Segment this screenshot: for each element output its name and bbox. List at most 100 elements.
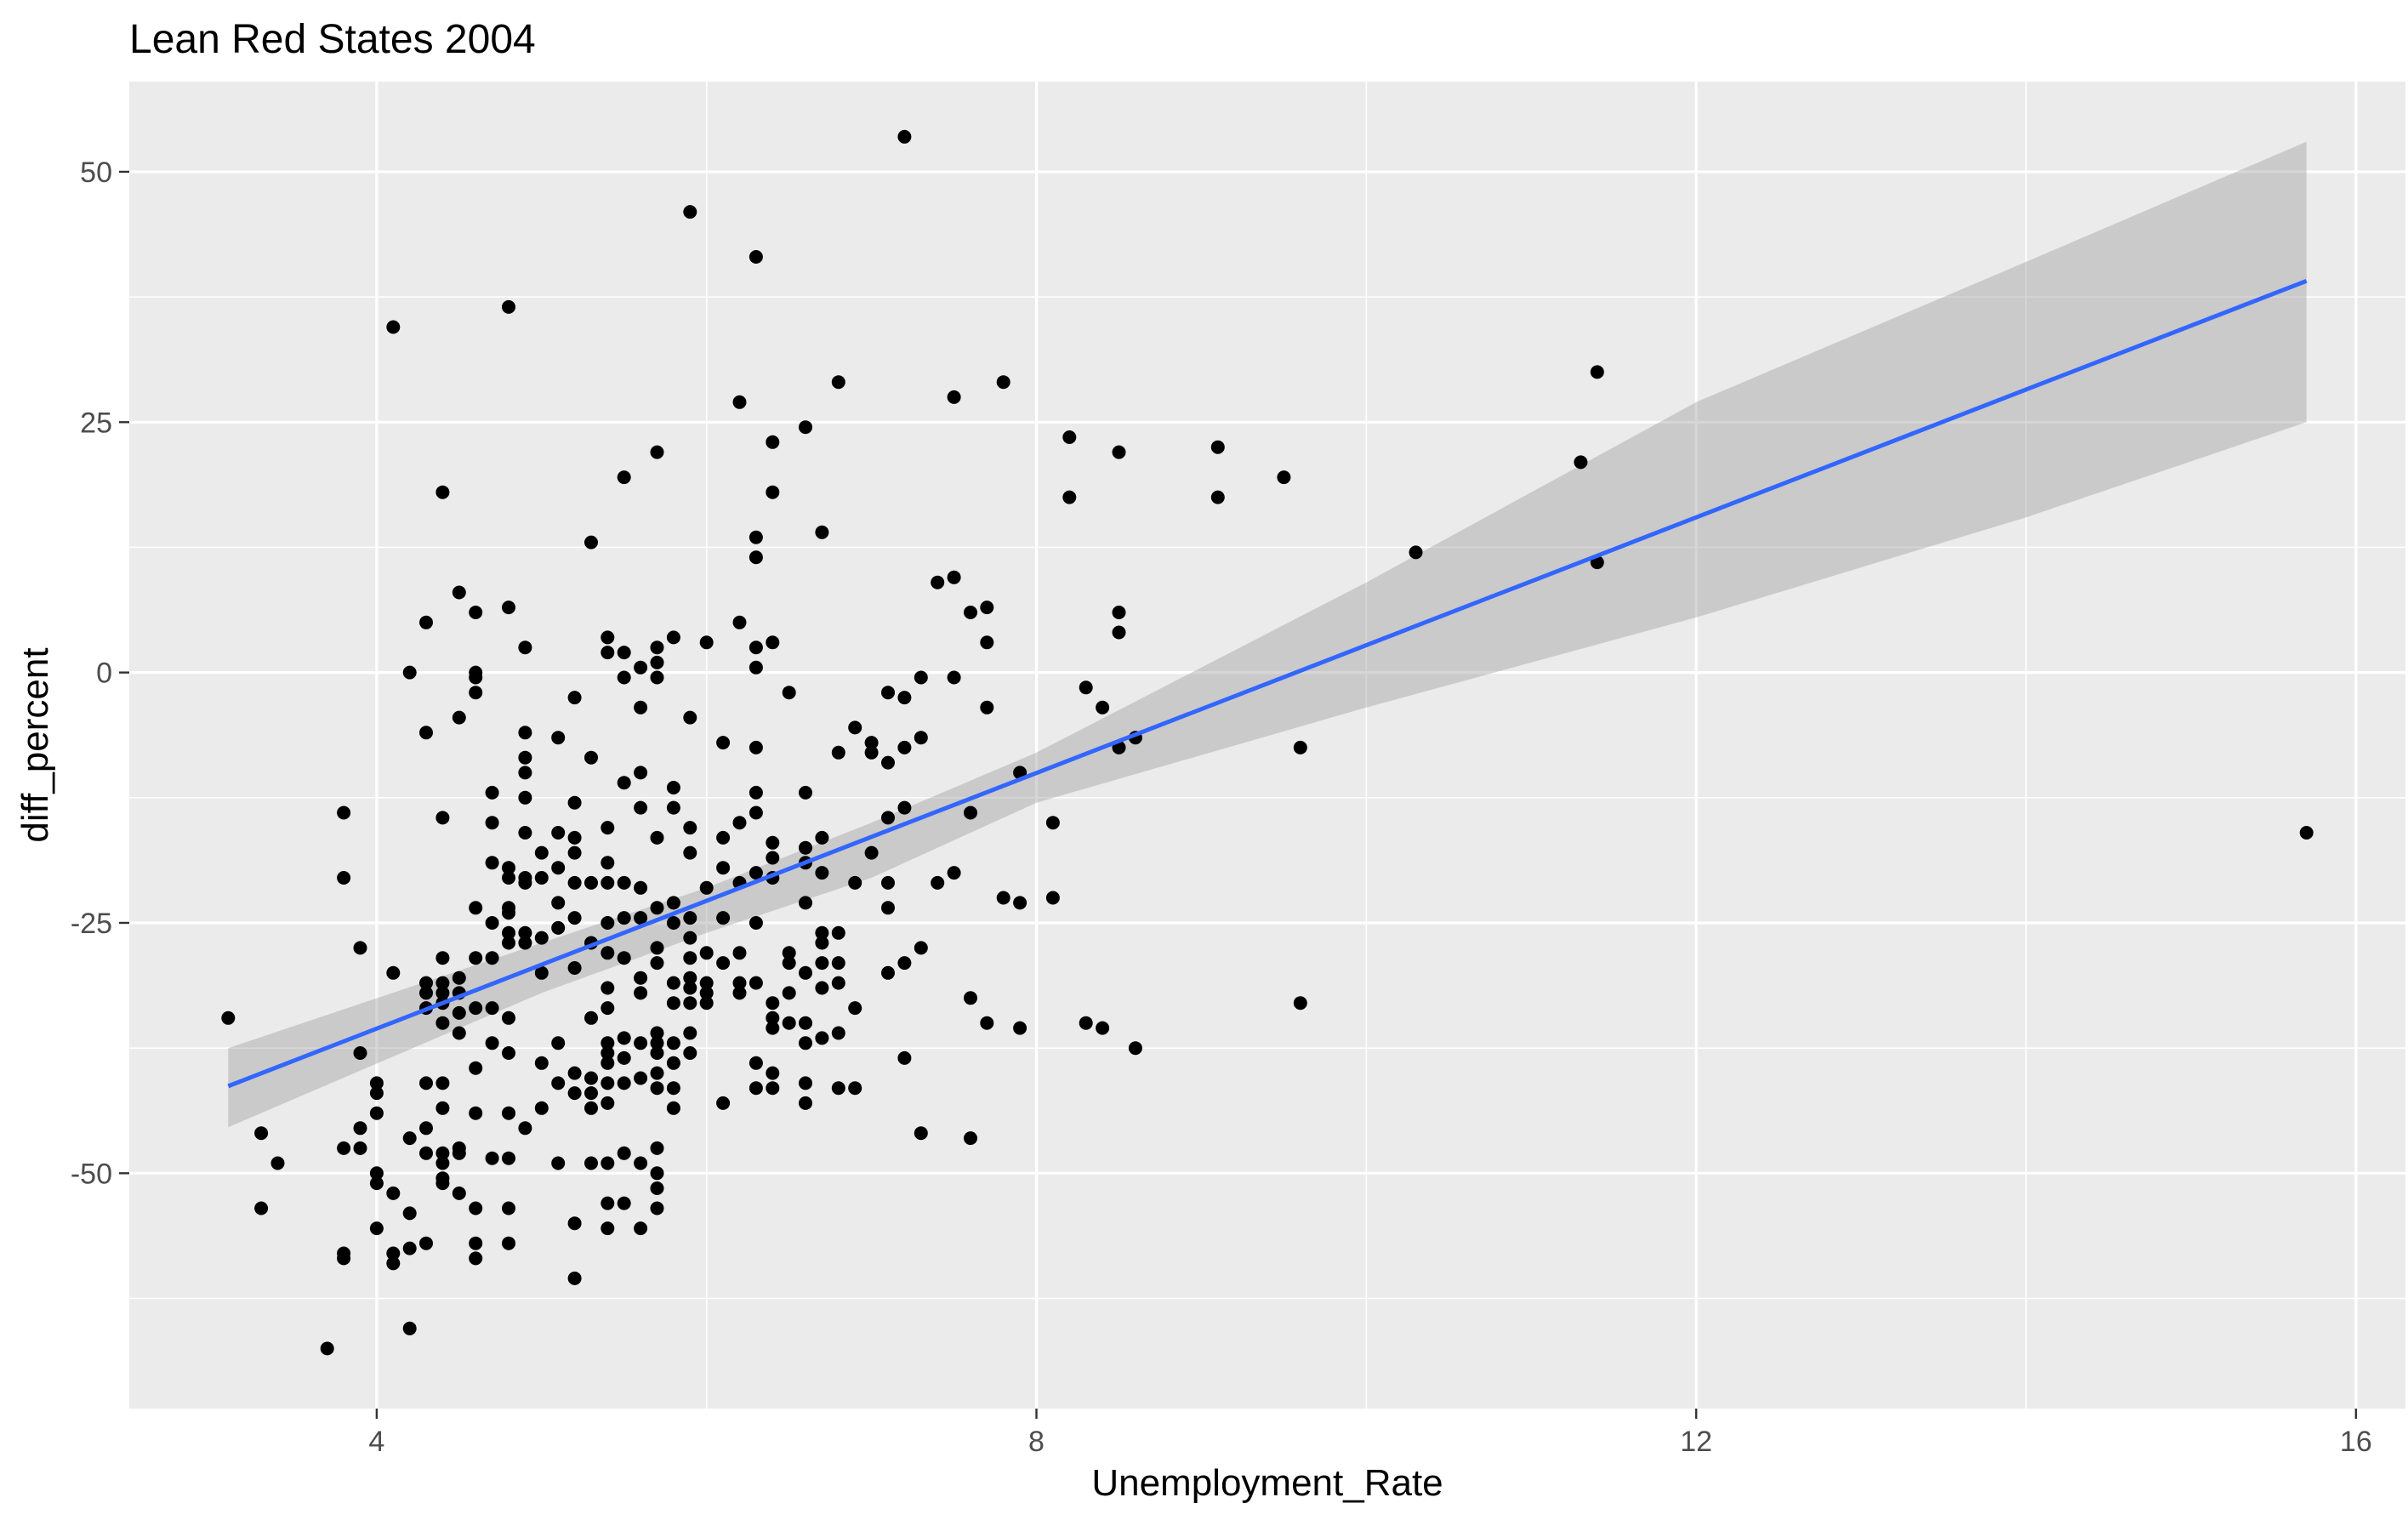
- data-point: [1293, 740, 1307, 754]
- data-point: [485, 816, 499, 830]
- data-point: [1045, 891, 1060, 905]
- data-point: [551, 1156, 566, 1170]
- data-point: [749, 976, 763, 990]
- data-point: [947, 866, 961, 880]
- data-point: [650, 1036, 664, 1050]
- data-point: [897, 800, 912, 815]
- data-point: [518, 925, 532, 940]
- data-point: [353, 941, 367, 955]
- data-point: [1112, 625, 1126, 640]
- data-point: [469, 1251, 483, 1266]
- data-point: [634, 880, 648, 895]
- data-point: [650, 445, 664, 459]
- data-point: [683, 971, 697, 985]
- data-point: [1013, 1021, 1028, 1035]
- data-point: [683, 996, 697, 1010]
- y-tick-label: -25: [71, 908, 112, 940]
- data-point: [650, 640, 664, 655]
- data-point: [452, 585, 466, 600]
- data-point: [634, 971, 648, 985]
- data-point: [584, 535, 598, 549]
- data-point: [897, 691, 912, 705]
- data-point: [1210, 490, 1225, 504]
- data-point: [337, 871, 351, 885]
- data-point: [683, 821, 697, 835]
- data-point: [567, 1086, 582, 1101]
- data-point: [584, 1101, 598, 1115]
- data-point: [386, 320, 401, 334]
- data-point: [947, 670, 961, 685]
- data-point: [337, 1141, 351, 1155]
- data-point: [634, 1071, 648, 1085]
- data-point: [699, 976, 714, 990]
- data-point: [864, 845, 879, 860]
- data-point: [897, 956, 912, 971]
- data-point: [634, 986, 648, 1000]
- data-point: [617, 951, 631, 965]
- data-point: [435, 976, 450, 990]
- data-point: [485, 916, 499, 930]
- data-point: [1590, 365, 1604, 379]
- data-point: [485, 1151, 499, 1165]
- x-tick-label: 12: [1680, 1426, 1712, 1458]
- data-point: [848, 875, 862, 890]
- data-point: [749, 916, 763, 930]
- data-point: [749, 740, 763, 754]
- data-point: [815, 525, 829, 539]
- data-point: [666, 781, 680, 794]
- data-point: [419, 976, 433, 990]
- data-point: [534, 845, 549, 860]
- data-point: [452, 1146, 466, 1160]
- data-point: [881, 811, 895, 825]
- data-point: [617, 1031, 631, 1045]
- data-point: [799, 1096, 812, 1110]
- data-point: [584, 1071, 598, 1085]
- data-point: [221, 1010, 236, 1025]
- data-point: [766, 1081, 780, 1096]
- data-point: [369, 1176, 384, 1191]
- data-point: [766, 435, 780, 449]
- data-point: [584, 750, 598, 765]
- data-point: [666, 896, 680, 910]
- data-point: [996, 891, 1010, 905]
- data-point: [699, 635, 714, 650]
- data-point: [881, 965, 895, 980]
- data-point: [766, 851, 780, 865]
- data-point: [931, 875, 945, 890]
- data-point: [864, 745, 879, 760]
- data-point: [452, 971, 466, 985]
- data-point: [584, 1010, 598, 1025]
- data-point: [584, 875, 598, 890]
- data-point: [485, 856, 499, 870]
- confidence-band-area: [228, 141, 2307, 1128]
- data-point: [815, 1031, 829, 1045]
- data-point: [881, 686, 895, 700]
- data-point: [749, 1081, 763, 1096]
- data-point: [452, 1026, 466, 1040]
- data-point: [831, 375, 845, 390]
- data-point: [320, 1341, 334, 1356]
- data-point: [419, 1076, 433, 1090]
- data-point: [1112, 445, 1126, 459]
- data-point: [799, 420, 812, 435]
- data-point: [617, 875, 631, 890]
- minor-gridlines: [129, 82, 2405, 1409]
- data-point: [766, 635, 780, 650]
- data-point: [1045, 816, 1060, 830]
- data-point: [881, 875, 895, 890]
- data-point: [567, 795, 582, 810]
- data-point: [799, 1036, 812, 1050]
- data-point: [947, 390, 961, 404]
- data-point: [766, 835, 780, 850]
- data-point: [435, 811, 450, 825]
- data-point: [699, 996, 714, 1010]
- data-point: [996, 375, 1010, 390]
- data-point: [419, 1236, 433, 1250]
- data-point: [601, 1196, 615, 1210]
- data-point: [666, 976, 680, 990]
- data-point: [732, 615, 747, 629]
- data-point: [601, 981, 615, 995]
- data-point: [914, 731, 928, 745]
- data-point: [518, 875, 532, 890]
- data-point: [666, 996, 680, 1010]
